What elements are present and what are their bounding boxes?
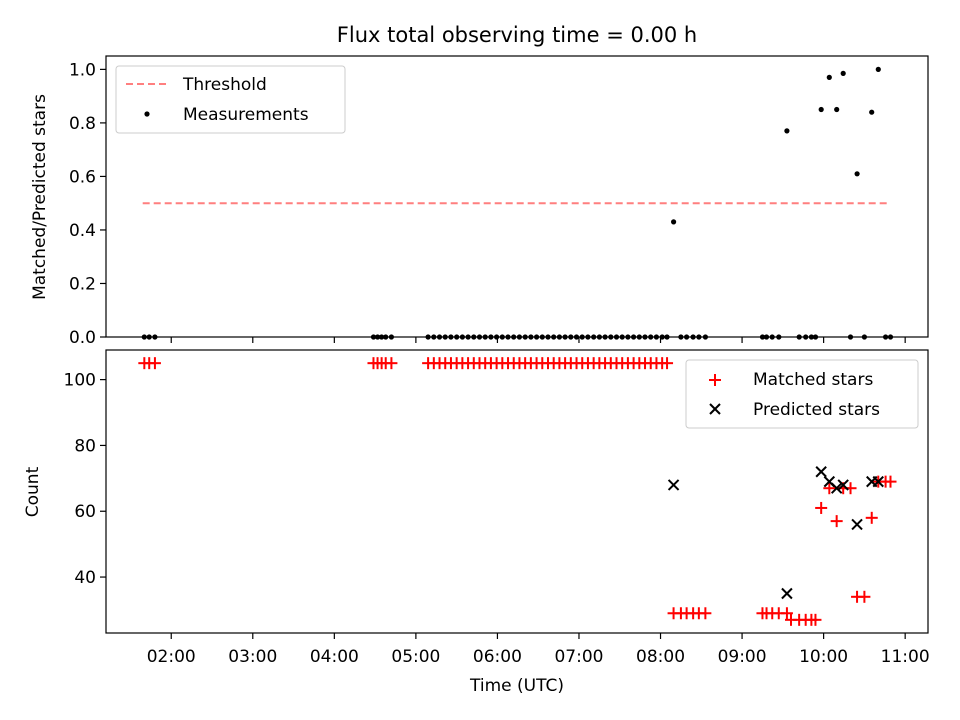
predicted-stars-layer xyxy=(667,466,884,600)
measurement-point xyxy=(818,106,824,113)
top-y-axis-label: Matched/Predicted stars xyxy=(30,94,50,300)
matched-star-point xyxy=(823,482,836,495)
matched-star-point xyxy=(661,357,674,370)
y-tick-label: 0.8 xyxy=(69,114,96,134)
bottom-y-ticks: 40 60 80 100 xyxy=(64,371,106,588)
y-tick-label: 0.4 xyxy=(69,221,96,241)
x-tick-label: 11:00 xyxy=(881,647,930,667)
matched-star-point xyxy=(809,613,822,626)
measurements-legend-label: Measurements xyxy=(183,105,309,125)
y-tick-label: 0.0 xyxy=(69,328,96,348)
y-tick-label: 60 xyxy=(74,502,96,522)
x-tick-label: 03:00 xyxy=(228,647,277,667)
predicted-star-point xyxy=(667,479,680,491)
y-tick-label: 0.2 xyxy=(69,274,96,294)
top-y-ticks: 0.0 0.2 0.4 0.6 0.8 1.0 xyxy=(69,60,106,348)
matched-star-point xyxy=(884,475,897,488)
measurements-legend-swatch xyxy=(144,111,150,117)
predicted-star-point xyxy=(830,482,843,494)
measurement-point xyxy=(671,219,677,225)
bottom-x-ticks: 02:00 03:00 04:00 05:00 06:00 07:00 08:00 09:00… xyxy=(147,633,930,667)
measurement-point xyxy=(826,74,832,80)
predicted-star-point xyxy=(851,518,863,531)
top-legend: Threshold Measurements xyxy=(115,65,346,134)
matched-legend-swatch xyxy=(709,374,721,386)
x-tick-label: 04:00 xyxy=(310,647,359,667)
bottom-legend-box xyxy=(685,359,919,429)
top-panel: Flux total observing time = 0.00 h Match… xyxy=(30,23,929,348)
bottom-plot-frame xyxy=(105,349,929,634)
bottom-panel: Count Time (UTC) 40 60 80 100 02:00 03:00 04:… xyxy=(23,349,930,696)
measurement-point xyxy=(840,70,846,76)
predicted-legend-label: Predicted stars xyxy=(753,400,880,420)
predicted-star-point xyxy=(837,479,849,491)
x-tick-label: 08:00 xyxy=(636,647,685,667)
x-tick-label: 06:00 xyxy=(473,647,522,667)
measurement-point xyxy=(854,171,860,177)
chart-title: Flux total observing time = 0.00 h xyxy=(337,23,697,47)
top-legend-box xyxy=(115,65,346,134)
top-plot-frame xyxy=(105,55,929,338)
matched-legend-label: Matched stars xyxy=(753,370,873,390)
x-tick-label: 05:00 xyxy=(391,647,440,667)
matched-star-point xyxy=(780,607,793,620)
y-tick-label: 40 xyxy=(74,568,96,588)
measurement-point xyxy=(784,128,790,134)
measurement-point xyxy=(869,109,875,115)
x-tick-label: 07:00 xyxy=(554,647,603,667)
y-tick-label: 0.6 xyxy=(69,167,96,187)
x-tick-label: 02:00 xyxy=(147,647,196,667)
y-tick-label: 80 xyxy=(74,436,96,456)
matched-star-point xyxy=(699,607,712,620)
x-tick-label: 09:00 xyxy=(718,647,767,667)
threshold-legend-label: Threshold xyxy=(182,75,267,95)
y-tick-label: 100 xyxy=(64,371,96,391)
predicted-star-point xyxy=(815,466,827,478)
matched-star-point xyxy=(385,357,398,370)
x-tick-label: 10:00 xyxy=(799,647,848,667)
matched-star-point xyxy=(865,511,878,524)
matched-star-point xyxy=(830,515,843,528)
top-x-ticks xyxy=(170,337,906,343)
matched-star-point xyxy=(148,357,161,370)
matched-stars-layer xyxy=(138,357,897,626)
y-tick-label: 1.0 xyxy=(69,60,96,80)
measurement-point xyxy=(834,106,840,113)
matched-star-point xyxy=(815,501,828,514)
predicted-star-point xyxy=(872,475,884,488)
predicted-legend-swatch xyxy=(709,403,721,415)
measurement-point xyxy=(875,66,881,72)
x-axis-label: Time (UTC) xyxy=(469,676,564,696)
predicted-star-point xyxy=(781,587,793,600)
bottom-y-axis-label: Count xyxy=(23,466,43,517)
matched-star-point xyxy=(858,590,871,603)
bottom-legend: Matched stars Predicted stars xyxy=(685,359,919,429)
